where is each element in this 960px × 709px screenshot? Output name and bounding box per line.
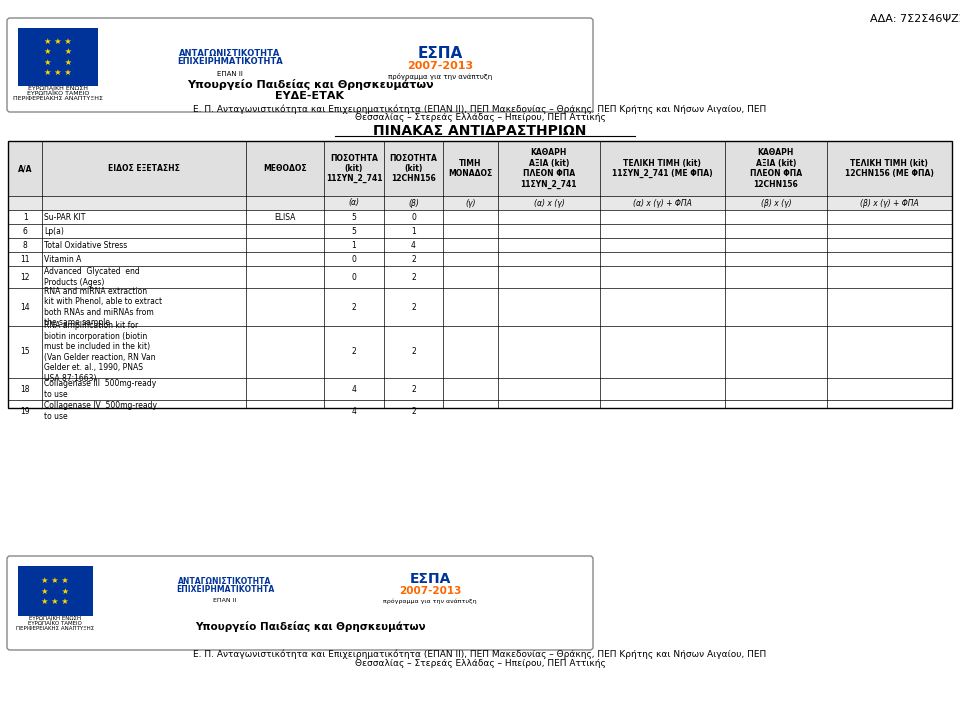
Text: 4: 4 [411, 240, 416, 250]
Text: ΠΕΡΙΦΕΡΕΙΑΚΗΣ ΑΝΑΠΤΥΞΗΣ: ΠΕΡΙΦΕΡΕΙΑΚΗΣ ΑΝΑΠΤΥΞΗΣ [13, 96, 103, 101]
Text: 2: 2 [411, 347, 416, 357]
Text: 2: 2 [411, 272, 416, 281]
FancyBboxPatch shape [7, 556, 593, 650]
Text: (β) x (γ): (β) x (γ) [760, 199, 791, 208]
Text: 15: 15 [20, 347, 30, 357]
Text: Collagenase IV  500mg-ready
to use: Collagenase IV 500mg-ready to use [44, 401, 157, 420]
Text: 2: 2 [411, 406, 416, 415]
Text: ΤΕΛΙΚΗ ΤΙΜΗ (kit)
12CHN156 (ΜΕ ΦΠΑ): ΤΕΛΙΚΗ ΤΙΜΗ (kit) 12CHN156 (ΜΕ ΦΠΑ) [845, 159, 934, 178]
Text: ΠΕΡΙΦΕΡΕΙΑΚΗΣ ΑΝΑΠΤΥΞΗΣ: ΠΕΡΙΦΕΡΕΙΑΚΗΣ ΑΝΑΠΤΥΞΗΣ [16, 626, 94, 631]
Text: (β) x (γ) + ΦΠΑ: (β) x (γ) + ΦΠΑ [860, 199, 919, 208]
Text: Θεσσαλίας – Στερεάς Ελλάδας – Ηπείρου, ΠΕΠ Αττικής: Θεσσαλίας – Στερεάς Ελλάδας – Ηπείρου, Π… [354, 659, 606, 667]
Text: ΠΟΣΟΤΗΤΑ
(kit)
11ΣΥΝ_2_741: ΠΟΣΟΤΗΤΑ (kit) 11ΣΥΝ_2_741 [325, 154, 382, 184]
Text: ΠΙΝΑΚΑΣ ΑΝΤΙΔΡΑΣΤΗΡΙΩΝ: ΠΙΝΑΚΑΣ ΑΝΤΙΔΡΑΣΤΗΡΙΩΝ [373, 124, 587, 138]
Text: ★ ★ ★
★     ★
★ ★ ★: ★ ★ ★ ★ ★ ★ ★ ★ [41, 576, 69, 606]
Text: ΕΣΠΑ: ΕΣΠΑ [409, 572, 450, 586]
Text: 1: 1 [411, 226, 416, 235]
Text: 0: 0 [351, 255, 356, 264]
Text: 6: 6 [23, 226, 28, 235]
Text: 1: 1 [23, 213, 28, 221]
Text: πρόγραμμα για την ανάπτυξη: πρόγραμμα για την ανάπτυξη [383, 598, 477, 604]
Text: 2007-2013: 2007-2013 [398, 586, 461, 596]
Text: ΕΥΔΕ-ΕTΑΚ: ΕΥΔΕ-ΕTΑΚ [276, 91, 345, 101]
Text: 5: 5 [351, 226, 356, 235]
Text: ΕΥΡΩΠΑΪΚΟ ΤΑΜΕΙΟ: ΕΥΡΩΠΑΪΚΟ ΤΑΜΕΙΟ [27, 91, 89, 96]
Text: 0: 0 [411, 213, 416, 221]
Text: ΕΙΔΟΣ ΕΞΕΤΑΣΗΣ: ΕΙΔΟΣ ΕΞΕΤΑΣΗΣ [108, 164, 180, 173]
Text: ★ ★ ★
★     ★
★     ★
★ ★ ★: ★ ★ ★ ★ ★ ★ ★ ★ ★ ★ [44, 37, 72, 77]
Text: 5: 5 [351, 213, 356, 221]
Text: ΑΝΤΑΓΩΝΙΣΤΙΚΟΤΗΤΑ: ΑΝΤΑΓΩΝΙΣΤΙΚΟΤΗΤΑ [180, 50, 280, 59]
Text: Collagenase III  500mg-ready
to use: Collagenase III 500mg-ready to use [44, 379, 156, 398]
Text: 4: 4 [351, 406, 356, 415]
Bar [8, 141, 952, 408]
Text: ΚΑΘΑΡΗ
ΑΞΙΑ (kit)
ΠΛΕΟΝ ΦΠΑ
12CHN156: ΚΑΘΑΡΗ ΑΞΙΑ (kit) ΠΛΕΟΝ ΦΠΑ 12CHN156 [750, 148, 802, 189]
Text: ΚΑΘΑΡΗ
ΑΞΙΑ (kit)
ΠΛΕΟΝ ΦΠΑ
11ΣΥΝ_2_741: ΚΑΘΑΡΗ ΑΞΙΑ (kit) ΠΛΕΟΝ ΦΠΑ 11ΣΥΝ_2_741 [520, 148, 577, 189]
Text: πρόγραμμα για την ανάπτυξη: πρόγραμμα για την ανάπτυξη [388, 74, 492, 81]
Bar [8, 196, 952, 210]
FancyBboxPatch shape [7, 18, 593, 112]
Text: (γ): (γ) [466, 199, 476, 208]
Text: (α): (α) [348, 199, 359, 208]
Text: 1: 1 [351, 240, 356, 250]
Text: 2: 2 [351, 303, 356, 311]
Text: ELISA: ELISA [275, 213, 296, 221]
Text: Θεσσαλίας – Στερεάς Ελλάδας – Ηπείρου, ΠΕΠ Αττικής: Θεσσαλίας – Στερεάς Ελλάδας – Ηπείρου, Π… [354, 113, 606, 123]
Text: ΑΔΑ: 7Σ2Σ46ΨΖ2Ν-Η71: ΑΔΑ: 7Σ2Σ46ΨΖ2Ν-Η71 [870, 14, 960, 24]
Text: ΕΠΑΝ ΙΙ: ΕΠΑΝ ΙΙ [217, 71, 243, 77]
Bar [18, 566, 93, 616]
Text: 11: 11 [20, 255, 30, 264]
Text: (α) x (γ) + ΦΠΑ: (α) x (γ) + ΦΠΑ [633, 199, 692, 208]
Text: 14: 14 [20, 303, 30, 311]
Text: Advanced  Glycated  end
Products (Ages): Advanced Glycated end Products (Ages) [44, 267, 140, 286]
Text: Su-PAR KIT: Su-PAR KIT [44, 213, 85, 221]
Text: 12: 12 [20, 272, 30, 281]
Text: 2: 2 [351, 347, 356, 357]
Text: 2: 2 [411, 384, 416, 393]
Text: Lp(a): Lp(a) [44, 226, 64, 235]
Text: RNA and miRNA extraction
kit with Phenol, able to extract
both RNAs and miRNAs f: RNA and miRNA extraction kit with Phenol… [44, 287, 162, 327]
Text: 19: 19 [20, 406, 30, 415]
Text: ΕΥΡΩΠΑΪΚΗ ΕΝΩΣΗ: ΕΥΡΩΠΑΪΚΗ ΕΝΩΣΗ [28, 86, 88, 91]
Bar [18, 28, 98, 86]
Text: Total Oxidative Stress: Total Oxidative Stress [44, 240, 128, 250]
Text: 8: 8 [23, 240, 28, 250]
Text: ΕΠΙΧΕΙΡΗΜΑΤΙΚΟΤΗΤΑ: ΕΠΙΧΕΙΡΗΜΑΤΙΚΟΤΗΤΑ [178, 57, 283, 67]
Text: ΕΠΙΧΕΙΡΗΜΑΤΙΚΟΤΗΤΑ: ΕΠΙΧΕΙΡΗΜΑΤΙΚΟΤΗΤΑ [176, 584, 275, 593]
Text: 18: 18 [20, 384, 30, 393]
Bar [8, 141, 952, 196]
Text: 0: 0 [351, 272, 356, 281]
Text: Ε. Π. Ανταγωνιστικότητα και Επιχειρηματικότητα (ΕΠΑΝ ΙΙ), ΠΕΠ Μακεδονίας – Θράκη: Ε. Π. Ανταγωνιστικότητα και Επιχειρηματι… [193, 104, 767, 113]
Text: Α/Α: Α/Α [18, 164, 33, 173]
Text: 2: 2 [411, 303, 416, 311]
Text: 2007-2013: 2007-2013 [407, 61, 473, 71]
Text: ΕΥΡΩΠΑΪΚΟ ΤΑΜΕΙΟ: ΕΥΡΩΠΑΪΚΟ ΤΑΜΕΙΟ [28, 621, 82, 626]
Text: Ε. Π. Ανταγωνιστικότητα και Επιχειρηματικότητα (ΕΠΑΝ ΙΙ), ΠΕΠ Μακεδονίας – Θράκη: Ε. Π. Ανταγωνιστικότητα και Επιχειρηματι… [193, 649, 767, 659]
Text: Υπουργείο Παιδείας και Θρησκευμάτων: Υπουργείο Παιδείας και Θρησκευμάτων [195, 622, 425, 632]
Text: ΜΕΘΟΔΟΣ: ΜΕΘΟΔΟΣ [263, 164, 307, 173]
Text: 2: 2 [411, 255, 416, 264]
Text: ΤΕΛΙΚΗ ΤΙΜΗ (kit)
11ΣΥΝ_2_741 (ΜΕ ΦΠΑ): ΤΕΛΙΚΗ ΤΙΜΗ (kit) 11ΣΥΝ_2_741 (ΜΕ ΦΠΑ) [612, 159, 712, 178]
Text: (β): (β) [408, 199, 419, 208]
Text: (α) x (γ): (α) x (γ) [534, 199, 564, 208]
Text: ΕΥΡΩΠΑΪΚΗ ΕΝΩΣΗ: ΕΥΡΩΠΑΪΚΗ ΕΝΩΣΗ [29, 616, 81, 621]
Text: ΕΣΠΑ: ΕΣΠΑ [418, 47, 463, 62]
Text: 4: 4 [351, 384, 356, 393]
Text: Υπουργείο Παιδείας και Θρησκευμάτων: Υπουργείο Παιδείας και Θρησκευμάτων [186, 79, 433, 89]
Text: ΤΙΜΗ
ΜΟΝΑΔΟΣ: ΤΙΜΗ ΜΟΝΑΔΟΣ [448, 159, 492, 178]
Text: ΕΠΑΝ ΙΙ: ΕΠΑΝ ΙΙ [213, 598, 237, 603]
Text: ΠΟΣΟΤΗΤΑ
(kit)
12CHN156: ΠΟΣΟΤΗΤΑ (kit) 12CHN156 [390, 154, 438, 184]
Text: ΑΝΤΑΓΩΝΙΣΤΙΚΟΤΗΤΑ: ΑΝΤΑΓΩΝΙΣΤΙΚΟΤΗΤΑ [179, 576, 272, 586]
Text: RNA amplification kit for
biotin incorporation (biotin
must be included in the k: RNA amplification kit for biotin incorpo… [44, 321, 156, 382]
Text: Vitamin A: Vitamin A [44, 255, 82, 264]
